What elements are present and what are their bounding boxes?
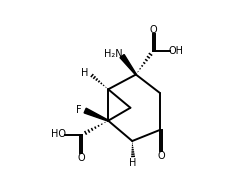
Text: H₂N: H₂N [105,49,123,59]
Text: OH: OH [168,46,183,56]
Text: H: H [81,68,88,78]
Text: O: O [77,153,85,163]
Polygon shape [84,108,108,121]
Text: O: O [150,25,157,35]
Text: H: H [129,158,137,168]
Text: O: O [157,151,165,161]
Text: F: F [77,105,82,115]
Text: HO: HO [51,129,66,139]
Polygon shape [120,54,136,75]
